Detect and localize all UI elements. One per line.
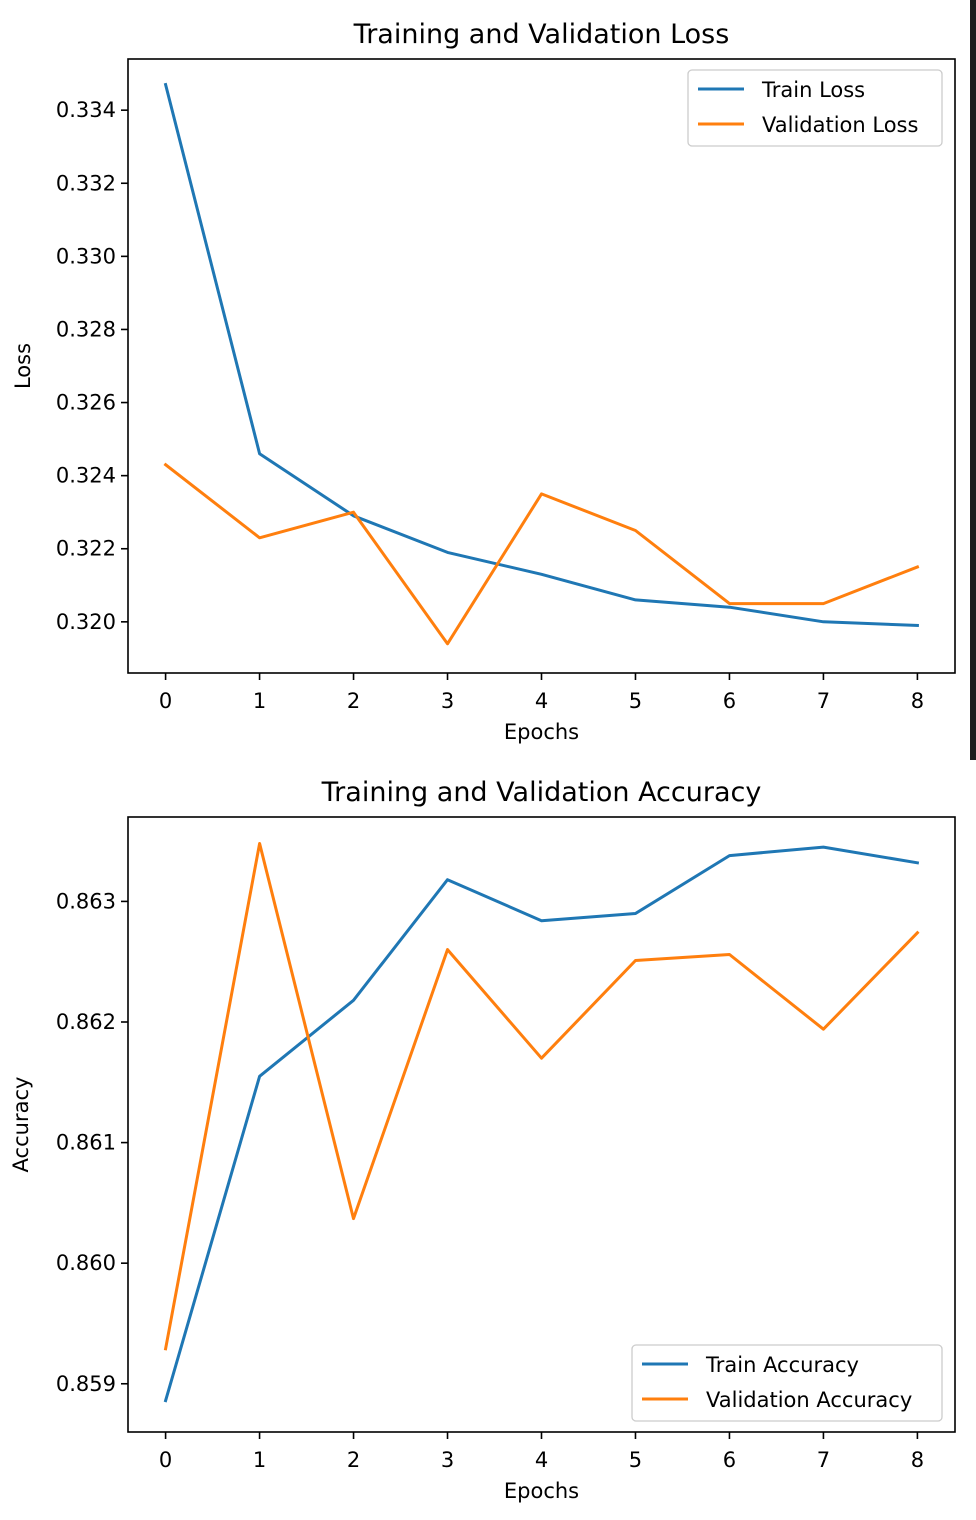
legend-box [631,1344,943,1422]
series-line-0 [163,82,919,628]
x-tick-label: 5 [629,1448,642,1472]
x-tick-label: 4 [535,689,548,713]
accuracy-chart-panel: Training and Validation Accuracy 0 1 2 3 4 5 6 7… [0,760,976,1520]
x-tick-label: 3 [441,689,454,713]
accuracy-chart: Training and Validation Accuracy 0 1 2 3 4 5 6 7… [9,777,956,1503]
y-tick-label: 0.862 [56,1010,116,1034]
y-tick-label: 0.860 [56,1251,116,1275]
x-tick-label: 8 [911,689,924,713]
chart-title: Training and Validation Loss [353,19,730,50]
loss-chart: Training and Validation Loss 0 1 2 3 4 5 6 7 8 0.3… [11,19,956,744]
legend-box [687,69,943,147]
x-tick-label: 1 [253,689,266,713]
legend-label-0: Train Loss [761,78,865,102]
series-line-1 [163,462,920,646]
plot-frame [127,58,956,674]
legend-label-1: Validation Accuracy [706,1388,912,1412]
x-tick-label: 8 [911,1448,924,1472]
y-axis-label: Accuracy [9,1077,33,1173]
y-tick-label: 0.326 [56,391,116,415]
y-tick-label: 0.320 [56,610,116,634]
series-line-1 [163,842,920,1351]
x-tick-label: 0 [159,1448,172,1472]
legend-label-1: Validation Loss [762,113,918,137]
x-tick-label: 6 [723,1448,736,1472]
x-tick-label: 0 [159,689,172,713]
x-tick-label: 2 [347,689,360,713]
series-line-0 [163,845,920,1403]
y-tick-label: 0.322 [56,537,116,561]
legend-label-0: Train Accuracy [705,1353,859,1377]
x-tick-label: 3 [441,1448,454,1472]
x-tick-label: 5 [629,689,642,713]
plot-frame [127,816,956,1433]
y-tick-label: 0.861 [56,1131,116,1155]
x-axis-label: Epochs [504,720,579,744]
y-tick-label: 0.328 [56,317,116,341]
x-tick-label: 6 [723,689,736,713]
y-tick-label: 0.863 [56,889,116,913]
y-tick-label: 0.859 [56,1372,116,1396]
x-tick-label: 7 [817,1448,830,1472]
loss-chart-panel: Training and Validation Loss 0 1 2 3 4 5 6 7 8 0.3… [0,0,970,760]
y-tick-label: 0.324 [56,464,116,488]
chart-title: Training and Validation Accuracy [321,777,762,808]
x-axis-label: Epochs [504,1479,579,1503]
y-axis-label: Loss [11,343,35,389]
x-tick-label: 7 [817,689,830,713]
x-tick-label: 2 [347,1448,360,1472]
y-tick-label: 0.330 [56,244,116,268]
y-tick-label: 0.332 [56,171,116,195]
x-tick-label: 1 [253,1448,266,1472]
y-tick-label: 0.334 [56,98,116,122]
x-tick-label: 4 [535,1448,548,1472]
